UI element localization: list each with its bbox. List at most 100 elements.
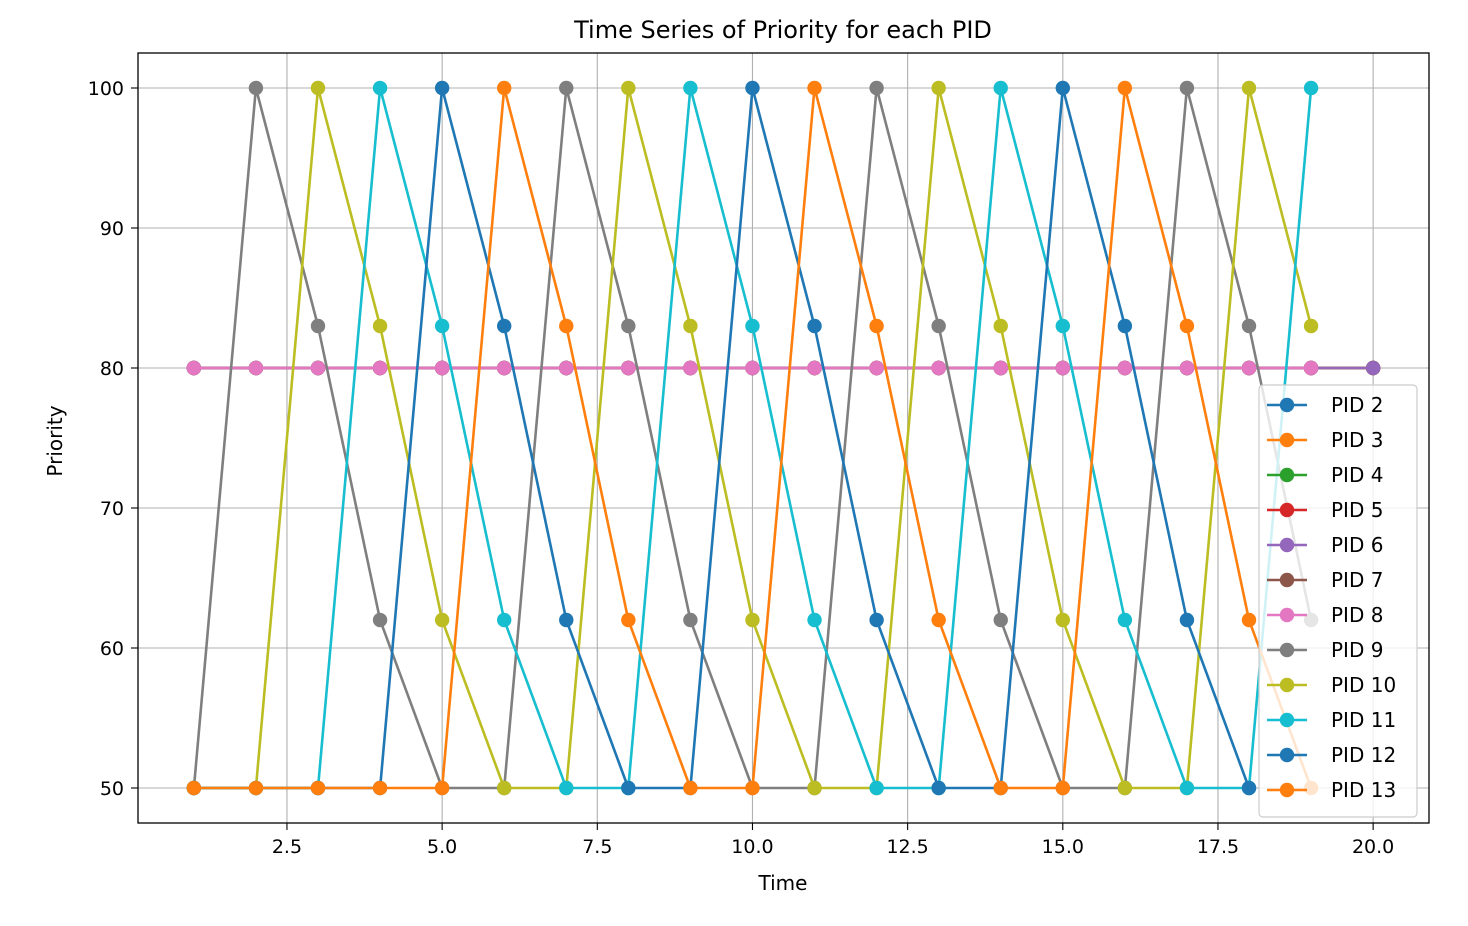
- legend-label: PID 10: [1331, 673, 1396, 697]
- data-point: [434, 318, 450, 334]
- x-tick-label: 12.5: [886, 836, 928, 858]
- data-point: [1179, 780, 1195, 796]
- x-tick-label: 2.5: [272, 836, 302, 858]
- data-point: [807, 360, 822, 376]
- data-point: [434, 80, 450, 96]
- data-point: [248, 360, 264, 376]
- data-point: [248, 780, 264, 796]
- data-point: [1055, 318, 1071, 334]
- data-point: [186, 360, 202, 376]
- data-point: [1055, 780, 1071, 796]
- data-point: [434, 612, 450, 628]
- data-point: [1179, 318, 1195, 334]
- data-point: [869, 360, 884, 376]
- legend-marker: [1279, 537, 1295, 553]
- y-tick-label: 80: [100, 358, 124, 380]
- x-tick-label: 17.5: [1197, 836, 1239, 858]
- data-point: [869, 80, 884, 96]
- data-point: [559, 80, 574, 96]
- data-point: [1179, 612, 1195, 628]
- legend-item: PID 8: [1267, 603, 1383, 627]
- data-point: [1179, 360, 1195, 376]
- data-point: [683, 780, 698, 796]
- data-point: [310, 360, 326, 376]
- legend-item: PID 2: [1267, 393, 1383, 417]
- data-point: [559, 780, 574, 796]
- y-tick-label: 70: [100, 498, 124, 520]
- data-point: [745, 318, 760, 334]
- data-point: [621, 780, 636, 796]
- data-point: [745, 80, 760, 96]
- data-point: [559, 360, 574, 376]
- x-tick-label: 20.0: [1352, 836, 1394, 858]
- data-point: [559, 612, 574, 628]
- legend-marker: [1279, 712, 1295, 728]
- data-point: [1117, 80, 1133, 96]
- data-point: [1179, 80, 1195, 96]
- data-point: [931, 80, 946, 96]
- legend-item: PID 4: [1267, 463, 1383, 487]
- legend-label: PID 4: [1331, 463, 1383, 487]
- data-point: [434, 780, 450, 796]
- legend-item: PID 6: [1267, 533, 1383, 557]
- data-point: [745, 612, 760, 628]
- data-point: [310, 80, 326, 96]
- legend-marker: [1279, 782, 1295, 798]
- data-point: [496, 360, 512, 376]
- data-point: [993, 318, 1008, 334]
- legend-label: PID 3: [1331, 428, 1383, 452]
- data-point: [496, 612, 512, 628]
- series-7: [186, 360, 1319, 376]
- legend-marker: [1279, 677, 1295, 693]
- x-tick-label: 15.0: [1042, 836, 1084, 858]
- data-point: [372, 360, 388, 376]
- x-tick-label: 7.5: [582, 836, 612, 858]
- series-9: [186, 80, 1319, 796]
- legend-marker: [1279, 467, 1295, 483]
- data-point: [869, 318, 884, 334]
- legend-marker: [1279, 747, 1295, 763]
- legend-item: PID 13: [1267, 778, 1396, 802]
- data-point: [1303, 80, 1319, 96]
- legend-box: [1258, 384, 1418, 818]
- data-point: [248, 80, 264, 96]
- data-point: [869, 780, 884, 796]
- y-tick-label: 100: [88, 78, 124, 100]
- legend-label: PID 7: [1331, 568, 1383, 592]
- data-point: [683, 360, 698, 376]
- series-12: [186, 80, 1319, 796]
- legend-label: PID 8: [1331, 603, 1383, 627]
- y-tick-label: 50: [100, 778, 124, 800]
- data-point: [186, 780, 202, 796]
- ticks: 2.5 5.0 7.5 10.0 12.5 15.0 17.5 20.0 50 60 70 80 90 1…: [88, 78, 1395, 858]
- chart-title: Time Series of Priority for each PID: [573, 16, 992, 44]
- data-point: [1241, 318, 1257, 334]
- y-tick-label: 90: [100, 218, 124, 240]
- data-point: [621, 360, 636, 376]
- data-point: [1117, 360, 1133, 376]
- data-point: [1055, 80, 1071, 96]
- data-point: [683, 80, 698, 96]
- legend-marker: [1279, 642, 1295, 658]
- data-point: [310, 318, 326, 334]
- data-point: [1241, 612, 1257, 628]
- data-point: [1117, 612, 1133, 628]
- data-point: [621, 80, 636, 96]
- data-point: [745, 360, 760, 376]
- data-point: [621, 612, 636, 628]
- legend-label: PID 2: [1331, 393, 1383, 417]
- legend-item: PID 11: [1267, 708, 1396, 732]
- data-point: [993, 780, 1008, 796]
- series-layer: [186, 80, 1381, 796]
- legend-label: PID 5: [1331, 498, 1383, 522]
- data-point: [993, 612, 1008, 628]
- data-point: [496, 780, 512, 796]
- data-point: [621, 318, 636, 334]
- legend-label: PID 6: [1331, 533, 1383, 557]
- data-point: [931, 360, 946, 376]
- data-point: [1303, 318, 1319, 334]
- data-point: [1241, 80, 1257, 96]
- data-point: [1117, 780, 1133, 796]
